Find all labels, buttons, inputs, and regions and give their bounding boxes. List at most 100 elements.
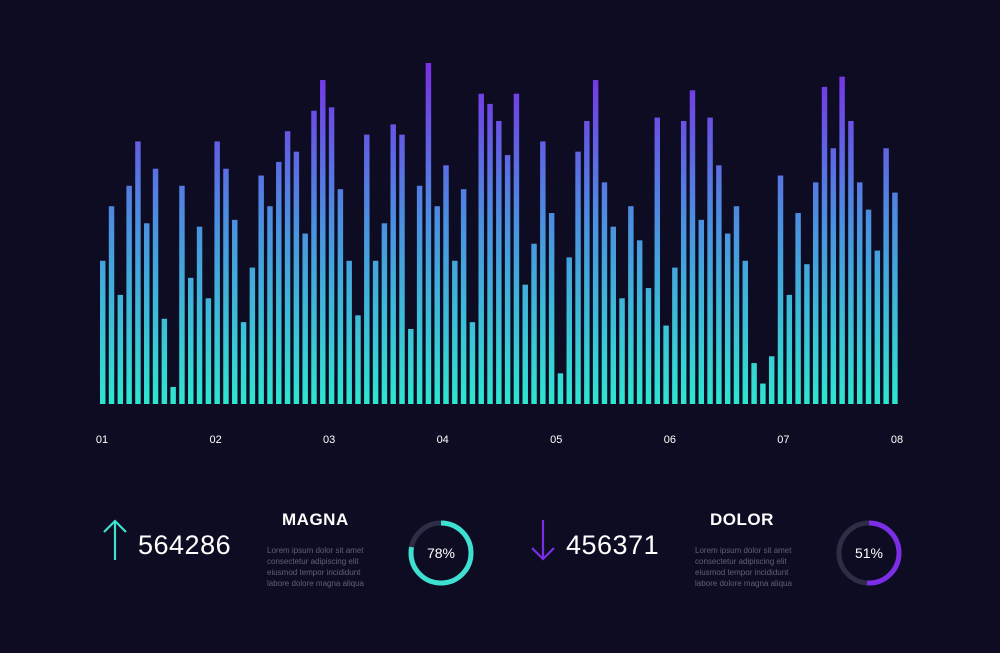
bar [548, 213, 555, 404]
bar [786, 294, 793, 404]
bar [355, 315, 361, 404]
arrow-up-icon [103, 519, 127, 560]
bar [443, 165, 449, 404]
bar [328, 107, 335, 404]
bar [144, 223, 150, 404]
description-line: labore dolore magna aliqua [267, 579, 364, 588]
description-line: consectetur adipiscing elit [267, 557, 359, 566]
description-line: Lorem ipsum dolor sit amet [267, 546, 364, 555]
bar [892, 192, 898, 404]
bar [821, 86, 828, 405]
bar [196, 226, 203, 404]
bar [249, 267, 256, 404]
bar [592, 80, 599, 405]
bar [452, 260, 458, 404]
bar [108, 206, 115, 404]
bar [636, 240, 643, 404]
bar [372, 260, 379, 404]
bar [698, 219, 705, 404]
x-tick-label: 02 [209, 434, 221, 446]
stats-panel: 564286 MAGNA Lorem ipsum dolor sit amet … [0, 500, 1000, 620]
bar [320, 80, 326, 405]
x-tick-label: 05 [550, 434, 562, 446]
progress-ring: 78% [408, 520, 474, 586]
bar [469, 322, 476, 404]
bar [716, 165, 722, 404]
bar [830, 148, 837, 404]
bar [408, 328, 414, 404]
bar [416, 185, 423, 404]
bar [584, 120, 590, 404]
bar-chart: 01 02 03 04 05 06 07 08 [96, 63, 903, 446]
bar [566, 257, 572, 404]
bar [205, 298, 212, 404]
ring-percent-text: 51% [855, 545, 883, 561]
bar [777, 175, 784, 404]
stat-label: DOLOR [710, 510, 774, 529]
bar [337, 189, 344, 404]
bar [223, 168, 229, 404]
stat-magna: 564286 MAGNA Lorem ipsum dolor sit amet … [92, 500, 512, 610]
bar [504, 155, 511, 404]
bar [760, 383, 766, 404]
bar [496, 120, 502, 404]
bar [513, 93, 520, 404]
bar [364, 134, 370, 405]
bar [689, 90, 696, 404]
bar [311, 110, 317, 405]
bar [284, 131, 291, 404]
x-tick-label: 06 [664, 434, 676, 446]
bar [557, 373, 564, 404]
stat-dolor: 456371 DOLOR Lorem ipsum dolor sit amet … [520, 500, 940, 610]
bar [795, 213, 801, 404]
bar [152, 168, 159, 404]
bar [742, 260, 749, 404]
bar [258, 175, 264, 404]
ring-fill [836, 520, 902, 586]
bar [478, 93, 484, 404]
ring-percent-text: 78% [427, 545, 455, 561]
bars-group [100, 63, 898, 405]
bar [188, 277, 194, 404]
x-tick-label: 08 [891, 434, 903, 446]
bar [293, 151, 300, 404]
bar [733, 206, 740, 404]
bar [170, 386, 176, 404]
bar [751, 363, 757, 404]
bar [302, 233, 308, 404]
bar [487, 103, 493, 405]
bar [531, 243, 537, 404]
bar [425, 63, 432, 404]
stat-label: MAGNA [282, 510, 349, 529]
bar [522, 284, 528, 404]
bar [267, 206, 273, 404]
stat-description: Lorem ipsum dolor sit amet consectetur a… [695, 545, 815, 589]
bar [126, 185, 132, 404]
bar [812, 182, 819, 404]
ring-fill [408, 520, 474, 586]
description-line: labore dolore magna aliqua [695, 579, 792, 588]
description-line: eiusmod tempor incididunt [267, 568, 361, 577]
bar [804, 264, 810, 404]
description-line: eiusmod tempor incididunt [695, 568, 789, 577]
bar [680, 120, 687, 404]
bar [161, 318, 168, 404]
progress-ring: 51% [836, 520, 902, 586]
description-line: Lorem ipsum dolor sit amet [695, 546, 792, 555]
stat-value: 564286 [138, 530, 232, 560]
bar [135, 141, 141, 404]
bar [839, 76, 845, 404]
description-line: consectetur adipiscing elit [695, 557, 787, 566]
bar [381, 223, 388, 404]
bar [117, 294, 124, 404]
bar [672, 267, 678, 404]
bar [232, 219, 238, 404]
bar [460, 189, 467, 404]
x-tick-label: 07 [777, 434, 789, 446]
bar [575, 151, 581, 404]
bar [874, 250, 881, 404]
bar [768, 356, 775, 404]
arrow-down-icon [531, 520, 555, 561]
x-tick-label: 01 [96, 434, 108, 446]
bar [390, 124, 396, 404]
